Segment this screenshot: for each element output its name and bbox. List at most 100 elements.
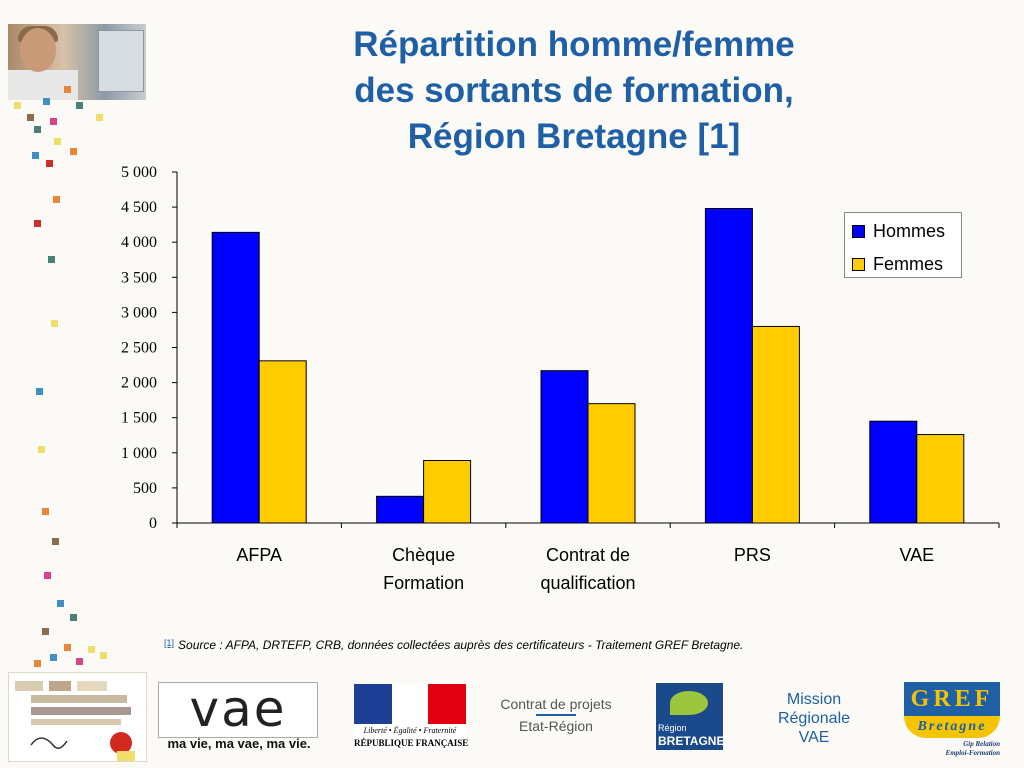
x-category-label: PRS	[734, 545, 771, 565]
title-line-3: Région Bretagne [1]	[407, 117, 741, 156]
y-tick-label: 3 000	[121, 304, 157, 321]
cp-line-2: Etat-Région	[519, 718, 593, 734]
deco-square	[50, 654, 57, 661]
deco-square	[14, 102, 21, 109]
footnote-ref-link[interactable]: [1]	[164, 638, 175, 648]
person-face-image	[20, 28, 56, 72]
deco-square	[50, 118, 57, 125]
deco-square	[38, 446, 45, 453]
bar-hommes-4	[869, 420, 918, 524]
bar-chart: 0 500 1 000 1 500 2 000 2 500 3 000 3 500 4 000 4…	[121, 164, 1000, 593]
vae-logo-tagline: ma vie, ma vae, ma vie.	[167, 736, 311, 751]
gref-top: GREF	[904, 682, 1000, 716]
bar-femmes-1	[423, 460, 472, 524]
deco-square	[57, 600, 64, 607]
x-category-label: qualification	[540, 573, 635, 593]
mission-line-3: VAE	[798, 729, 830, 746]
gref-sub-1: Gip Relation	[963, 740, 1000, 748]
mission-regionale-vae: Mission Régionale VAE	[764, 690, 864, 747]
marianne-flag-icon	[354, 684, 466, 724]
deco-square	[76, 658, 83, 665]
deco-square	[36, 388, 43, 395]
y-tick-label: 1 000	[121, 445, 157, 462]
y-tick-label: 5 000	[121, 164, 157, 181]
deco-square	[53, 196, 60, 203]
legend-item-femmes: Femmes	[852, 254, 943, 274]
title-line-1: Répartition homme/femme	[353, 25, 795, 64]
cp-line-1: Contrat de projets	[500, 696, 612, 712]
y-tick-label: 500	[133, 480, 157, 497]
deco-square	[34, 126, 41, 133]
vae-logo-word: vae	[189, 680, 287, 738]
person-shirt-image	[8, 70, 78, 100]
y-tick-label: 1 500	[121, 410, 157, 427]
y-tick-label: 3 500	[121, 269, 157, 286]
x-category-label: VAE	[899, 545, 934, 565]
x-category-label: Chèque	[392, 545, 455, 565]
electrical-panel-image	[98, 30, 144, 92]
deco-square	[100, 652, 107, 659]
collage-image	[15, 681, 135, 761]
x-category-label: AFPA	[236, 545, 282, 565]
vae-collage-logo	[8, 672, 147, 762]
vae-logo: vae ma vie, ma vae, ma vie.	[158, 680, 320, 754]
legend-swatch-hommes	[852, 224, 865, 238]
x-category-label: Formation	[383, 573, 464, 593]
deco-square	[44, 572, 51, 579]
cp-divider	[536, 714, 576, 716]
deco-square	[70, 148, 77, 155]
legend-label-femmes: Femmes	[873, 253, 944, 274]
mission-line-1: Mission	[786, 691, 842, 708]
deco-square	[76, 102, 83, 109]
deco-square	[32, 152, 39, 159]
deco-square	[42, 628, 49, 635]
deco-square	[70, 614, 77, 621]
slide-title: Répartition homme/femme des sortants de …	[170, 22, 978, 160]
footnote: [1] Source : AFPA, DRTEFP, CRB, données c…	[164, 638, 743, 652]
bar-hommes-1	[376, 495, 425, 524]
deco-square	[54, 138, 61, 145]
rf-name: RÉPUBLIQUE FRANÇAISE	[354, 738, 469, 748]
y-tick-label: 4 000	[121, 234, 157, 251]
vae-logo-box: vae	[158, 682, 318, 738]
bar-femmes-0	[258, 360, 307, 524]
bar-femmes-3	[751, 325, 800, 524]
bar-hommes-0	[211, 231, 260, 524]
deco-square	[64, 86, 71, 93]
legend-swatch-femmes	[852, 257, 865, 271]
gref-sub-2: Emploi-Formation	[945, 749, 1000, 757]
rf-motto: Liberté • Égalité • Fraternité	[363, 726, 457, 735]
deco-square	[48, 256, 55, 263]
leaf-icon	[670, 691, 708, 715]
region-bretagne-logo: Région BRETAGNE	[656, 683, 724, 750]
gref-mid: Bretagne	[904, 716, 1000, 738]
x-category-label: Contrat de	[546, 545, 630, 565]
deco-square	[43, 98, 50, 105]
bar-femmes-4	[916, 434, 965, 524]
y-tick-label: 2 000	[121, 375, 157, 392]
deco-square	[42, 508, 49, 515]
y-tick-label: 4 500	[121, 199, 157, 216]
deco-square	[96, 114, 103, 121]
y-tick-label: 2 500	[121, 340, 157, 357]
title-line-2: des sortants de formation,	[354, 71, 794, 110]
mission-line-2: Régionale	[777, 710, 851, 727]
deco-square	[64, 644, 71, 651]
deco-square	[51, 320, 58, 327]
gref-bretagne-logo: GREF Bretagne Gip Relation Emploi-Format…	[902, 682, 1000, 760]
contrat-de-projets-logo: Contrat de projets Etat-Région	[494, 696, 618, 744]
deco-square	[27, 114, 34, 121]
bar-hommes-3	[704, 208, 753, 524]
y-tick-label: 0	[149, 515, 157, 532]
bzh-line-1: Région	[658, 723, 687, 733]
chart-legend: Hommes Femmes	[844, 212, 962, 278]
deco-square	[88, 646, 95, 653]
bar-femmes-2	[587, 403, 636, 524]
republique-francaise-logo: Liberté • Égalité • Fraternité RÉPUBLIQU…	[354, 684, 469, 750]
deco-square	[34, 220, 41, 227]
deco-square	[34, 660, 41, 667]
legend-label-hommes: Hommes	[873, 220, 946, 241]
footnote-source: Source : AFPA, DRTEFP, CRB, données coll…	[178, 638, 744, 652]
bar-hommes-2	[540, 370, 589, 524]
deco-square	[46, 160, 53, 167]
